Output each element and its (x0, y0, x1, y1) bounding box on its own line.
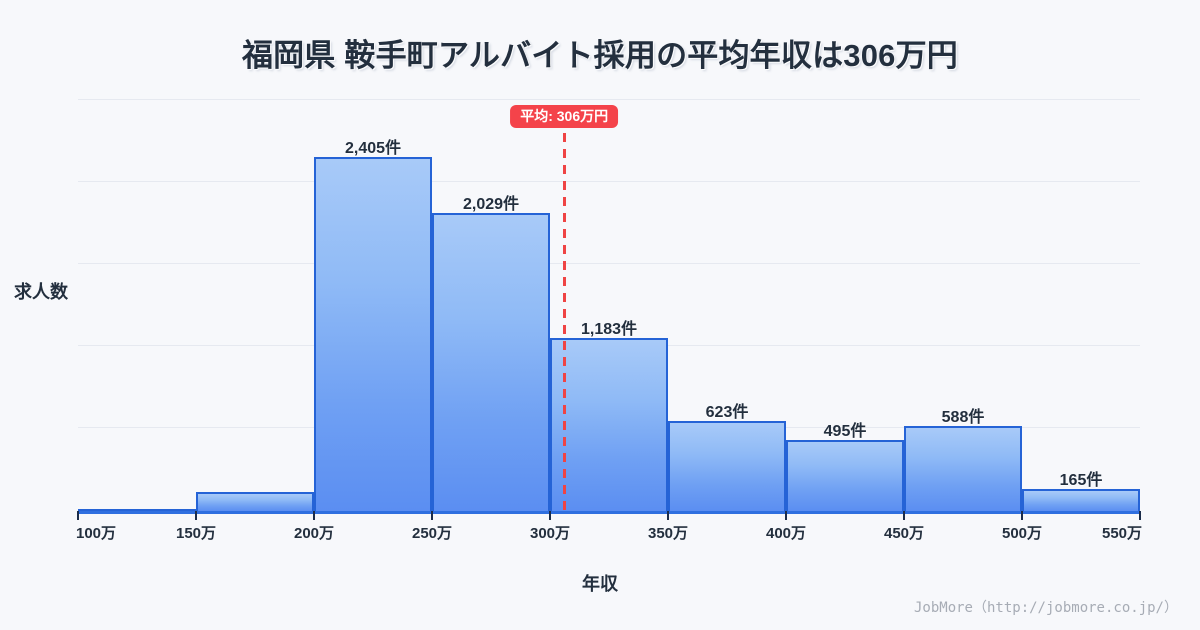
x-axis-tick-label: 350万 (647, 525, 689, 542)
histogram-bar (550, 338, 668, 513)
x-axis-tick-label: 450万 (883, 525, 925, 542)
bar-value-label: 623件 (705, 403, 749, 421)
bar-value-label: 588件 (941, 409, 985, 427)
average-badge: 平均: 306万円 (510, 105, 619, 128)
x-axis-line (78, 511, 1140, 514)
x-axis-tick-label: 150万 (175, 525, 217, 542)
x-axis-tick (667, 511, 669, 520)
gridline (78, 99, 1140, 100)
x-axis-tick (1139, 511, 1141, 520)
average-line (563, 133, 567, 513)
x-axis-tick-label: 200万 (293, 525, 335, 542)
x-axis-tick (195, 511, 197, 520)
x-axis-tick (77, 511, 79, 520)
histogram-bar (1022, 488, 1140, 513)
histogram-bar (668, 420, 786, 513)
x-axis-tick (1021, 511, 1023, 520)
page-title: 福岡県 鞍手町アルバイト採用の平均年収は306万円 (241, 38, 959, 73)
x-axis-tick (313, 511, 315, 520)
y-axis-title: 求人数 (14, 282, 68, 302)
bar-value-label: 1,183件 (580, 321, 638, 339)
x-axis-tick-label: 500万 (1001, 525, 1043, 542)
x-axis-tick-label: 250万 (411, 525, 453, 542)
x-axis-tick (431, 511, 433, 520)
bar-value-label: 2,405件 (344, 140, 402, 158)
x-axis-tick-label: 300万 (529, 525, 571, 542)
x-axis-tick (785, 511, 787, 520)
x-axis-tick-label: 400万 (765, 525, 807, 542)
x-axis-tick (903, 511, 905, 520)
histogram-bar (314, 157, 432, 513)
histogram-bar (196, 492, 314, 513)
histogram-bar (786, 439, 904, 513)
gridline (78, 181, 1140, 182)
bar-value-label: 165件 (1059, 471, 1103, 489)
x-axis-title: 年収 (582, 574, 618, 594)
source-credit: JobMore（http://jobmore.co.jp/） (913, 600, 1178, 616)
bar-value-label: 2,029件 (462, 195, 520, 213)
bar-value-label: 495件 (823, 422, 867, 440)
x-axis-tick-label: 100万 (75, 525, 117, 542)
x-axis-tick (549, 511, 551, 520)
histogram-bar (904, 426, 1022, 513)
x-axis-tick-label: 550万 (1101, 525, 1143, 542)
plot-area: 2,405件 2,029件 1,183件 623件 495件 588件 165件 (78, 96, 1140, 513)
histogram-bar (432, 212, 550, 513)
gridline (78, 263, 1140, 264)
